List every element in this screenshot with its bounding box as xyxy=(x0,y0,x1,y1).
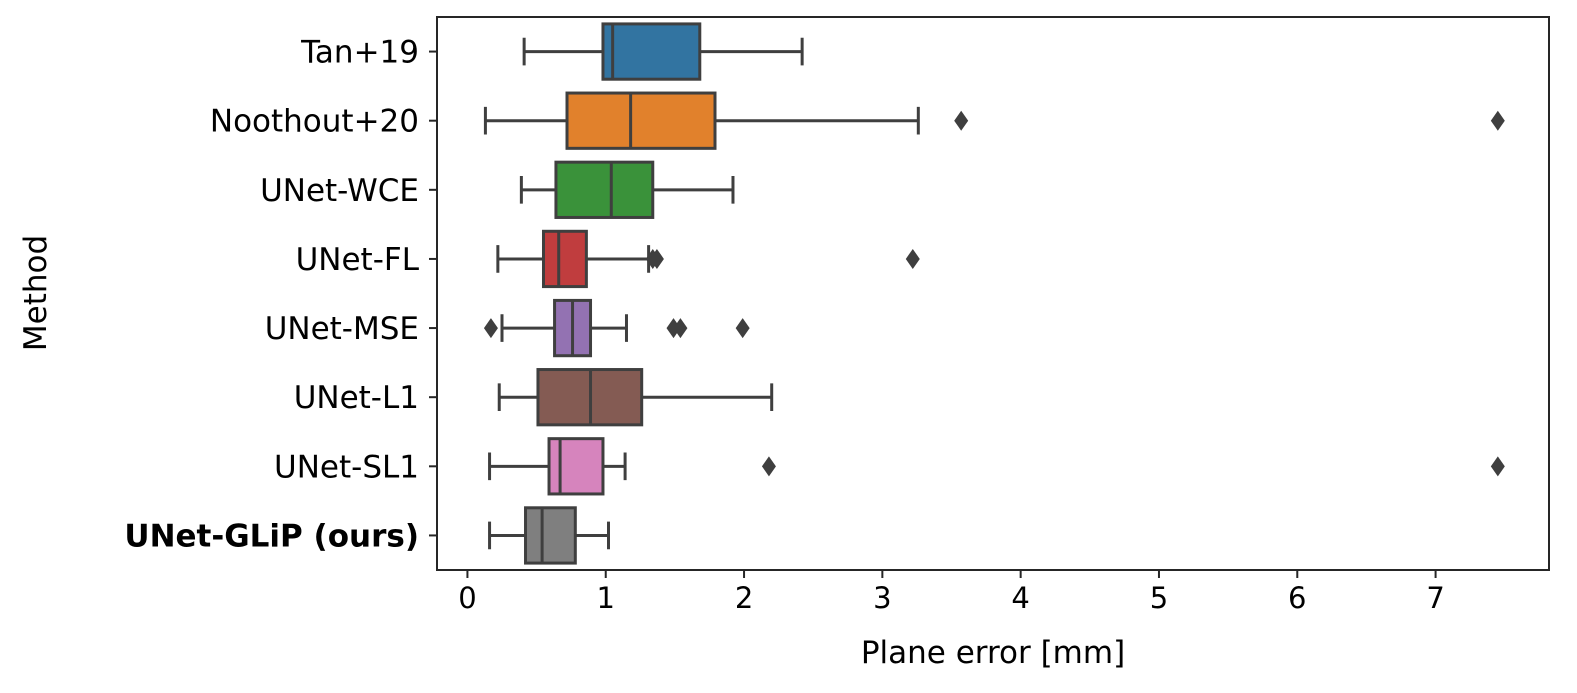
x-tick-label: 6 xyxy=(1288,581,1306,615)
box-iqr xyxy=(565,91,717,150)
box-iqr xyxy=(547,437,605,496)
box-plot-area xyxy=(483,22,1505,565)
x-tick-label: 4 xyxy=(1011,581,1029,615)
x-axis-label: Plane error [mm] xyxy=(861,635,1125,671)
box-group-noothout-20 xyxy=(483,91,1505,150)
outlier-marker xyxy=(1490,110,1505,131)
y-tick-label: UNet-MSE xyxy=(265,311,419,347)
y-tick-label: UNet-SL1 xyxy=(274,449,419,485)
y-tick-label: UNet-FL xyxy=(296,242,420,278)
box-group-unet-wce xyxy=(519,160,735,219)
x-axis: 0 1 2 3 4 5 6 7 xyxy=(458,570,1445,615)
plot-frame xyxy=(436,16,1550,571)
box-group-unet-mse xyxy=(483,298,750,358)
box-group-unet-l1 xyxy=(497,368,774,427)
y-tick-label: Noothout+20 xyxy=(210,104,419,140)
y-tick-label: UNet-L1 xyxy=(294,380,419,416)
box-iqr xyxy=(601,22,702,81)
outlier-marker xyxy=(1490,456,1505,477)
box-group-tan-19 xyxy=(522,22,804,81)
box-group-unet-glip-ours xyxy=(488,506,611,565)
x-tick-label: 7 xyxy=(1426,581,1444,615)
outlier-marker xyxy=(905,248,920,269)
outlier-marker xyxy=(954,110,969,131)
y-tick-label: UNet-WCE xyxy=(260,173,419,209)
x-tick-label: 2 xyxy=(735,581,753,615)
x-tick-label: 0 xyxy=(458,581,476,615)
box-iqr xyxy=(541,229,588,289)
box-iqr xyxy=(524,506,577,565)
y-axis: Tan+19 Noothout+20 UNet-WCE UNet-FL UNet-MSE… xyxy=(124,35,437,554)
box-iqr xyxy=(554,160,655,219)
outlier-marker xyxy=(483,318,498,339)
x-tick-label: 1 xyxy=(597,581,615,615)
outlier-marker xyxy=(673,318,688,339)
outlier-marker xyxy=(735,318,750,339)
outlier-marker xyxy=(649,248,664,269)
x-tick-label: 5 xyxy=(1150,581,1168,615)
y-tick-label: Tan+19 xyxy=(300,35,419,71)
box-group-unet-sl1 xyxy=(488,437,1505,496)
outlier-marker xyxy=(761,456,776,477)
y-axis-label: Method xyxy=(18,235,54,351)
x-tick-label: 3 xyxy=(873,581,891,615)
y-tick-label: UNet-GLiP (ours) xyxy=(124,518,419,554)
box-group-unet-fl xyxy=(496,229,920,289)
